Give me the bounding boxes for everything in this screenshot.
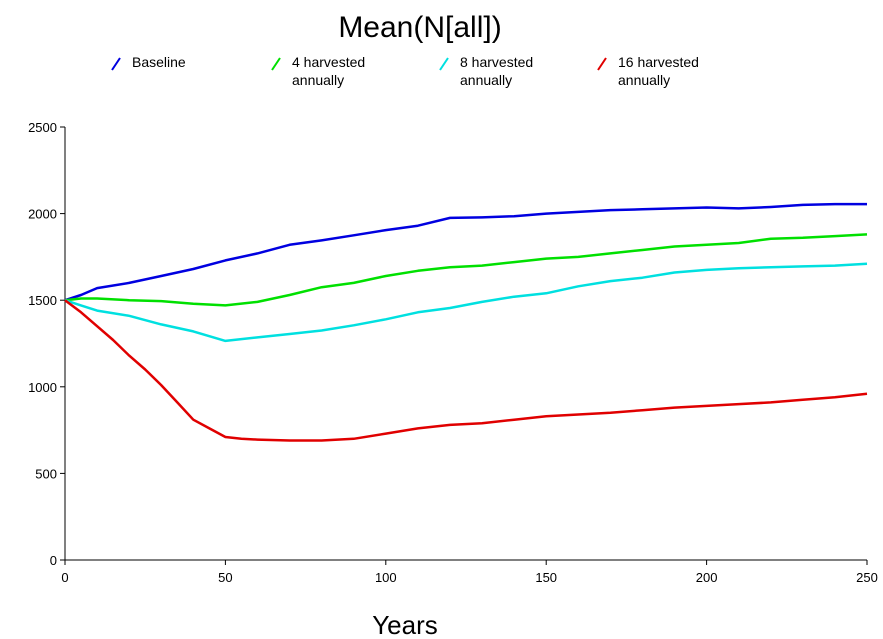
legend-label-2: 8 harvested annually <box>460 54 533 88</box>
y-tick-label: 1000 <box>28 380 57 395</box>
y-tick-label: 1500 <box>28 293 57 308</box>
series-line-2 <box>64 262 868 343</box>
x-tick-label: 150 <box>535 570 557 585</box>
legend-label-3: 16 harvested annually <box>618 54 699 88</box>
y-tick-label: 0 <box>50 553 57 568</box>
legend-swatch-1 <box>271 57 281 71</box>
x-tick-label: 0 <box>61 570 68 585</box>
chart-title: Mean(N[all]) <box>338 11 501 44</box>
series-line-1 <box>64 233 868 307</box>
legend-label-1: 4 harvested annually <box>292 54 365 88</box>
axis-ticks: 0 500 1000 1500 2000 2500 0 50 100 150 200 250 <box>28 120 878 585</box>
legend-swatch-2 <box>439 57 449 71</box>
x-tick-label: 250 <box>856 570 878 585</box>
series-lines <box>64 202 868 442</box>
y-tick-label: 2000 <box>28 207 57 222</box>
series-line-0 <box>64 202 867 302</box>
legend: Baseline 4 harvested annually 8 harvested an… <box>111 54 699 88</box>
x-tick-label: 200 <box>696 570 718 585</box>
legend-swatch-3 <box>597 57 607 71</box>
x-axis-label: Years <box>372 610 438 639</box>
x-tick-label: 100 <box>375 570 397 585</box>
x-tick-label: 50 <box>218 570 232 585</box>
legend-swatch-0 <box>111 57 121 71</box>
series-line-3 <box>64 299 868 442</box>
y-tick-label: 2500 <box>28 120 57 135</box>
legend-label-0: Baseline <box>132 54 186 70</box>
axes <box>64 127 867 561</box>
y-tick-label: 500 <box>35 466 57 481</box>
